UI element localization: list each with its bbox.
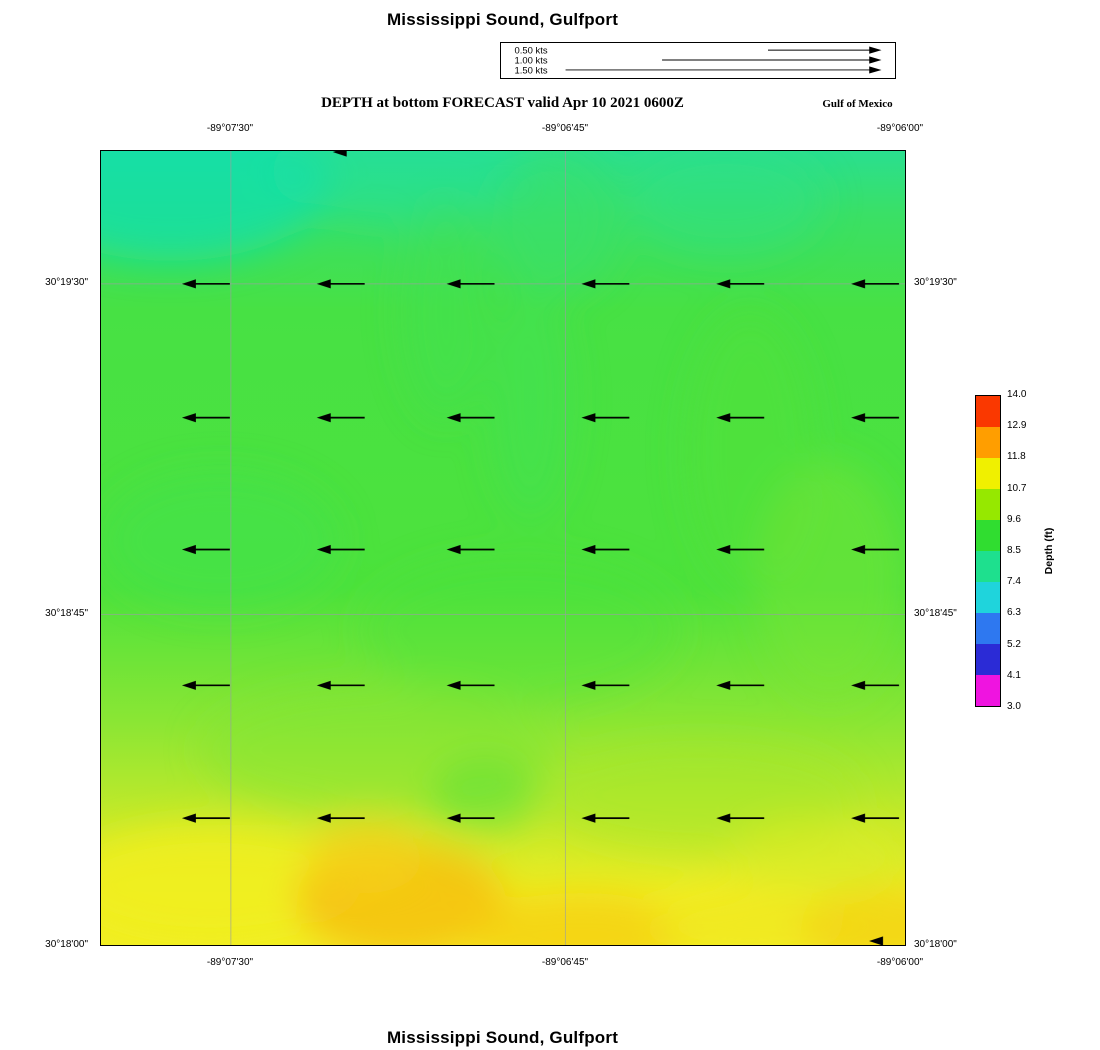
- colorbar-tick-label: 11.8: [1007, 451, 1026, 463]
- depth-forecast-map: [100, 150, 906, 946]
- x-tick-label-top: -89°06'45": [541, 123, 589, 134]
- svg-text:1.50 kts: 1.50 kts: [514, 65, 547, 76]
- colorbar-segment: [976, 396, 1000, 427]
- region-label: Gulf of Mexico: [822, 98, 893, 110]
- current-vector-arrows: [181, 151, 900, 945]
- colorbar-tick-label: 9.6: [1007, 513, 1021, 525]
- colorbar-tick-label: 8.5: [1007, 545, 1021, 556]
- y-tick-label-right: 30°18'00": [914, 939, 957, 950]
- y-tick-label-left: 30°18'00": [45, 939, 88, 950]
- colorbar-segment: [976, 520, 1000, 551]
- grid-lines: [101, 151, 905, 945]
- depth-colorbar-title: Depth (ft): [1043, 527, 1055, 575]
- colorbar-tick-label: 4.1: [1007, 669, 1021, 681]
- x-tick-label-bottom: -89°06'00": [876, 957, 924, 968]
- colorbar-segment: [976, 551, 1000, 582]
- colorbar-segment: [976, 675, 1000, 706]
- depth-colorbar-ticks: 14.0 12.9 11.8 10.7 9.6 8.5 7.4 6.3 5.2 4.1 3.0: [1007, 389, 1049, 712]
- y-tick-label-right: 30°19'30": [914, 277, 957, 288]
- y-tick-label-left: 30°19'30": [45, 277, 88, 288]
- colorbar-segment: [976, 613, 1000, 644]
- svg-text:0.50 kts: 0.50 kts: [514, 45, 547, 56]
- current-speed-legend: 0.50 kts 1.00 kts 1.50 kts: [500, 42, 896, 79]
- y-tick-label-right: 30°18'45": [914, 608, 957, 619]
- colorbar-tick-label: 7.4: [1007, 576, 1021, 588]
- colorbar-segment: [976, 489, 1000, 520]
- page-title-bottom: Mississippi Sound, Gulfport: [386, 1028, 619, 1047]
- colorbar-tick-label: 3.0: [1007, 701, 1021, 712]
- forecast-subtitle: DEPTH at bottom FORECAST valid Apr 10 20…: [321, 95, 684, 111]
- depth-field-map: [101, 151, 905, 945]
- y-tick-label-left: 30°18'45": [45, 608, 88, 619]
- colorbar-segment: [976, 582, 1000, 613]
- x-tick-label-top: -89°07'30": [206, 123, 254, 134]
- colorbar-segment: [976, 458, 1000, 489]
- x-tick-label-bottom: -89°06'45": [541, 957, 589, 968]
- x-tick-label-top: -89°06'00": [876, 123, 924, 134]
- x-tick-label-bottom: -89°07'30": [206, 957, 254, 968]
- colorbar-tick-label: 12.9: [1007, 420, 1027, 432]
- colorbar-tick-label: 5.2: [1007, 638, 1021, 650]
- colorbar-tick-label: 6.3: [1007, 607, 1021, 619]
- colorbar-segment: [976, 644, 1000, 675]
- colorbar-tick-label: 14.0: [1007, 389, 1027, 400]
- svg-text:1.00 kts: 1.00 kts: [514, 55, 547, 66]
- colorbar-segment: [976, 427, 1000, 458]
- colorbar-tick-label: 10.7: [1007, 482, 1027, 494]
- page-title-top: Mississippi Sound, Gulfport: [386, 10, 619, 29]
- depth-colorbar: [975, 395, 1001, 707]
